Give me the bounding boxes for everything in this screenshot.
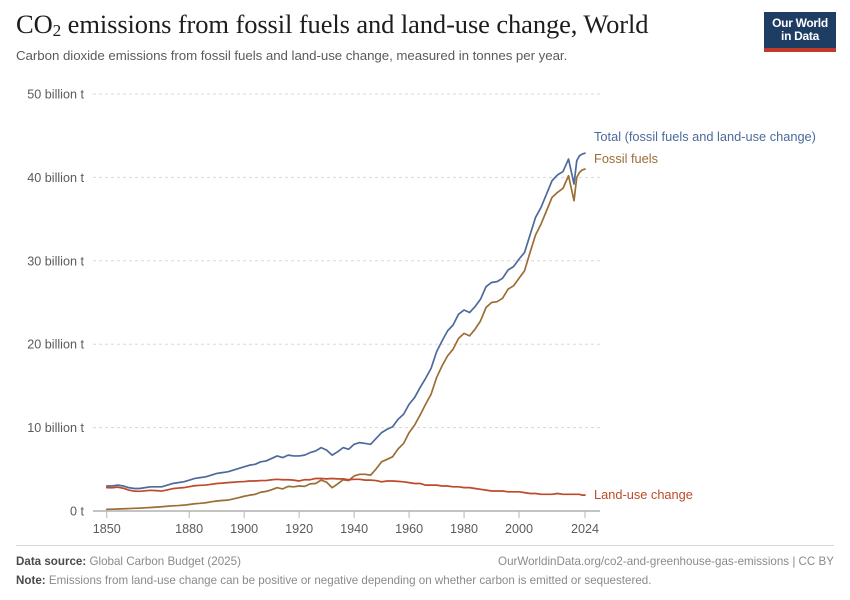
y-tick-label: 40 billion t bbox=[27, 171, 84, 185]
source-value: Global Carbon Budget (2025) bbox=[89, 555, 241, 568]
x-tick-label: 1900 bbox=[230, 522, 258, 536]
chart-subtitle: Carbon dioxide emissions from fossil fue… bbox=[16, 47, 568, 63]
x-tick-label: 1880 bbox=[175, 522, 203, 536]
x-tick-label: 2024 bbox=[571, 522, 599, 536]
x-tick-label: 1980 bbox=[450, 522, 478, 536]
chart-area[interactable]: 0 t 10 billion t 20 billion t 30 billion t 4… bbox=[0, 80, 850, 538]
note-label: Note: bbox=[16, 574, 46, 587]
x-axis-ticks: 1850 1880 1900 1920 1940 1960 1980 2000 2024 bbox=[93, 511, 599, 536]
chart-footer: Data source: Global Carbon Budget (2025)… bbox=[16, 552, 834, 590]
chart-header: CO2 emissions from fossil fuels and land… bbox=[16, 9, 834, 63]
owid-logo[interactable]: Our World in Data bbox=[764, 12, 836, 52]
footer-source-row: Data source: Global Carbon Budget (2025)… bbox=[16, 552, 834, 571]
owid-url-license[interactable]: OurWorldinData.org/co2-and-greenhouse-ga… bbox=[498, 555, 834, 568]
series-line-2 bbox=[105, 477, 586, 496]
gridlines-group bbox=[93, 93, 600, 512]
x-tick-label: 2000 bbox=[505, 522, 533, 536]
title-remainder: emissions from fossil fuels and land-use… bbox=[61, 9, 649, 39]
y-tick-label: 0 t bbox=[70, 505, 85, 519]
series-label-1[interactable]: Fossil fuels bbox=[594, 151, 658, 166]
y-tick-label: 10 billion t bbox=[27, 421, 84, 435]
x-tick-label: 1940 bbox=[340, 522, 368, 536]
series-labels-group: Total (fossil fuels and land-use change)… bbox=[594, 129, 816, 502]
title-co: CO bbox=[16, 9, 53, 39]
y-axis-ticks: 0 t 10 billion t 20 billion t 30 billion t 4… bbox=[27, 88, 84, 519]
x-tick-label: 1960 bbox=[395, 522, 423, 536]
data-series-group bbox=[105, 152, 586, 511]
source-label: Data source: bbox=[16, 555, 87, 568]
y-tick-label: 20 billion t bbox=[27, 338, 84, 352]
series-label-2[interactable]: Land-use change bbox=[594, 487, 693, 502]
note-value: Emissions from land-use change can be po… bbox=[48, 574, 652, 587]
title-subscript: 2 bbox=[52, 21, 62, 41]
series-line-0 bbox=[105, 152, 586, 490]
footer-note-row: Note: Emissions from land-use change can… bbox=[16, 571, 834, 590]
page-title: CO2 emissions from fossil fuels and land… bbox=[16, 9, 834, 41]
x-tick-label: 1920 bbox=[285, 522, 313, 536]
y-tick-label: 30 billion t bbox=[27, 254, 84, 268]
owid-logo-line2: in Data bbox=[781, 29, 819, 43]
footer-divider bbox=[16, 545, 834, 546]
owid-logo-line1: Our World bbox=[772, 16, 828, 30]
y-tick-label: 50 billion t bbox=[27, 88, 84, 102]
line-chart-svg[interactable]: 0 t 10 billion t 20 billion t 30 billion t 4… bbox=[0, 80, 850, 538]
series-line-1 bbox=[105, 168, 586, 511]
series-label-0[interactable]: Total (fossil fuels and land-use change) bbox=[594, 129, 816, 144]
x-tick-label: 1850 bbox=[93, 522, 121, 536]
